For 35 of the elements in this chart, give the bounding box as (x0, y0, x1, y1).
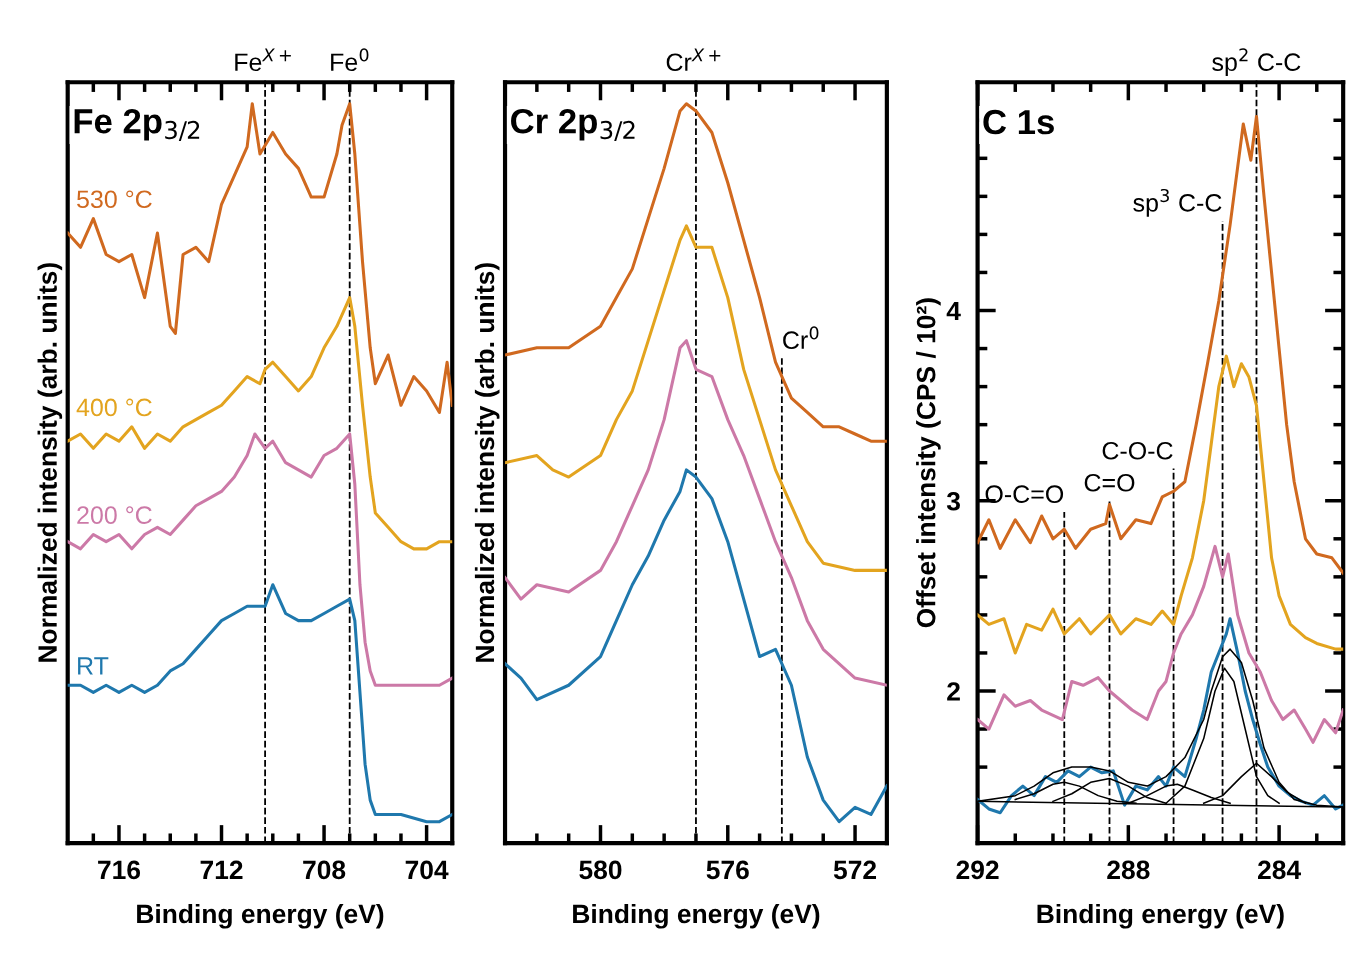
x-tick-label: 704 (405, 860, 449, 880)
x-tick-label: 716 (98, 860, 141, 880)
y-axis-title: Offset intensity (CPS / 10²) (916, 298, 941, 628)
ref-line-label: sp$^{3}$ C-C (1133, 188, 1222, 217)
ref-line-label: Fe$^{0}$ (331, 48, 369, 72)
chart-title: Cr 2p$_{3/2}$ (511, 108, 635, 142)
x-tick-label: 708 (303, 860, 346, 880)
ref-line-label: C-O-C (1102, 441, 1173, 460)
ref-line-label: Cr$^{X+}$ (666, 48, 721, 72)
y-tick-label: 3 (946, 491, 960, 511)
series-label: 530 °C (77, 190, 152, 209)
y-axis-title: Normalized intensity (arb. units) (37, 263, 63, 662)
x-tick-label: 288 (1107, 860, 1150, 880)
series-label: 400 °C (76, 398, 152, 417)
ref-line-label: C=O (1084, 473, 1135, 492)
y-tick-label: 4 (946, 301, 961, 321)
y-axis-title: Normalized intensity (arb. units) (474, 263, 500, 662)
y-tick-label: 2 (947, 682, 960, 701)
x-tick-label: 712 (200, 860, 243, 879)
series-label: 200 °C (77, 506, 152, 524)
x-tick-label: 284 (1258, 860, 1301, 880)
x-tick-label: 576 (706, 860, 749, 880)
series-label: RT (78, 657, 109, 675)
ref-line-label: O-C=O (985, 485, 1064, 504)
ref-line-label: sp$^{2}$ C-C (1212, 48, 1301, 76)
x-axis-title: Binding energy (eV) (137, 903, 384, 929)
x-tick-label: 580 (579, 860, 622, 880)
x-tick-label: 292 (956, 860, 999, 880)
x-axis-title: Binding energy (eV) (1037, 903, 1284, 929)
chart-title: Fe 2p$_{3/2}$ (74, 108, 200, 142)
ref-line-label: Fe$^{X+}$ (235, 48, 291, 72)
ref-line-label: Cr$^{0}$ (783, 326, 819, 350)
x-axis-title: Binding energy (eV) (573, 903, 820, 929)
x-tick-label: 572 (833, 860, 877, 880)
text: C 1s (983, 109, 1054, 135)
